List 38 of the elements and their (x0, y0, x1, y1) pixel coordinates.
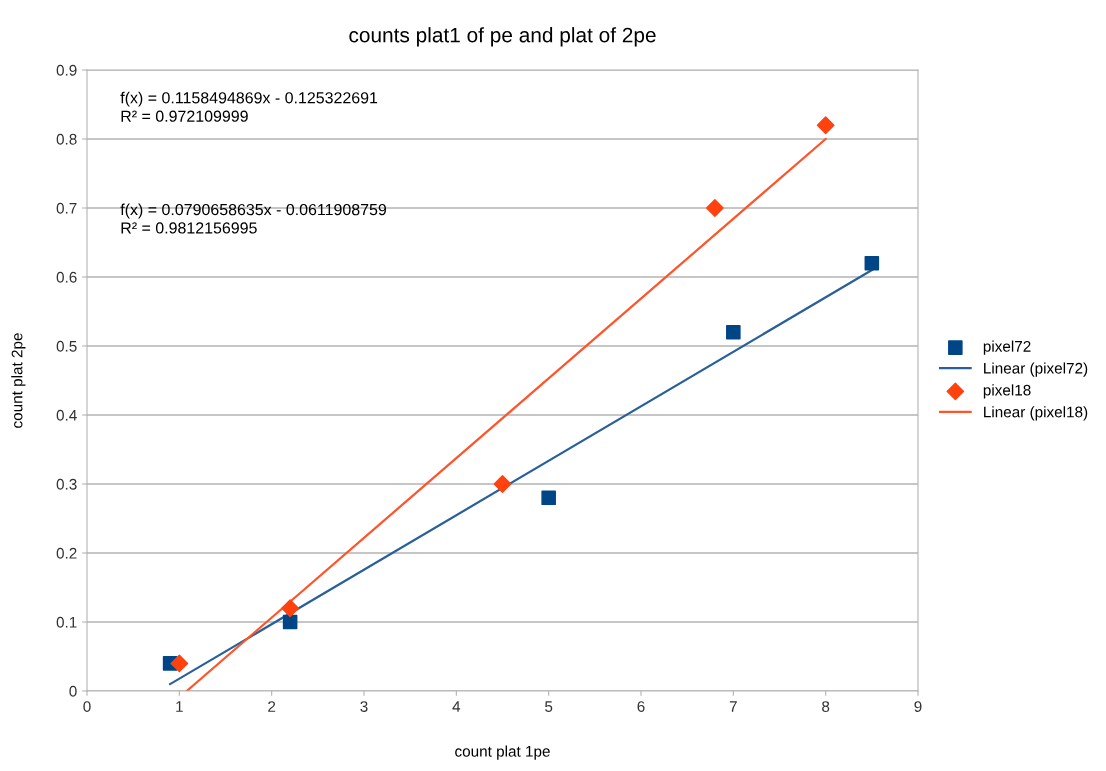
y-tick-label: 0.2 (56, 547, 77, 559)
x-tick-label: 9 (914, 701, 922, 712)
legend-label: Linear (pixel18) (984, 406, 1088, 421)
point (541, 490, 556, 506)
x-tick-label: 2 (268, 701, 276, 712)
x-tick-label: 5 (545, 701, 553, 712)
point (705, 199, 724, 217)
point (170, 654, 189, 673)
point (864, 255, 880, 271)
annotation: f(x) = 0.0790658635x - 0.0611908759 R² = 0.9812156995 (120, 203, 387, 234)
x-tick-label: 4 (452, 701, 461, 712)
x-tick-label: 7 (729, 701, 737, 712)
x-tick-label: 6 (637, 701, 645, 712)
x-tick-label: 8 (822, 701, 830, 712)
x-tick-label: 1 (176, 701, 183, 712)
x-tick-label: 0 (83, 701, 91, 712)
y-tick-label: 0 (69, 685, 77, 697)
legend-label: pixel72 (983, 340, 1031, 355)
legend-label: pixel18 (983, 384, 1031, 399)
y-tick-label: 0.6 (56, 271, 77, 283)
point (726, 324, 741, 340)
x-axis-title: count plat 1pe (455, 745, 550, 760)
chart-title: counts plat1 of pe and plat of 2pe (349, 27, 656, 47)
y-tick-label: 0.9 (56, 64, 77, 76)
point (281, 599, 300, 618)
point (493, 475, 512, 493)
point (282, 614, 298, 630)
x-tick-label: 3 (360, 701, 368, 712)
annotation: f(x) = 0.1158494869x - 0.125322691 R² = 0.972109999 (120, 91, 378, 122)
y-tick-label: 0.1 (56, 616, 77, 628)
y-tick-label: 0.5 (56, 340, 77, 352)
y-tick-label: 0.8 (56, 133, 77, 145)
y-tick-label: 0.4 (56, 409, 77, 421)
point (816, 116, 835, 135)
y-tick-label: 0.3 (56, 478, 77, 490)
legend-label: Linear (pixel72) (984, 362, 1088, 377)
y-tick-label: 0.7 (56, 202, 77, 214)
y-axis-title: count plat 2pe (11, 333, 26, 428)
